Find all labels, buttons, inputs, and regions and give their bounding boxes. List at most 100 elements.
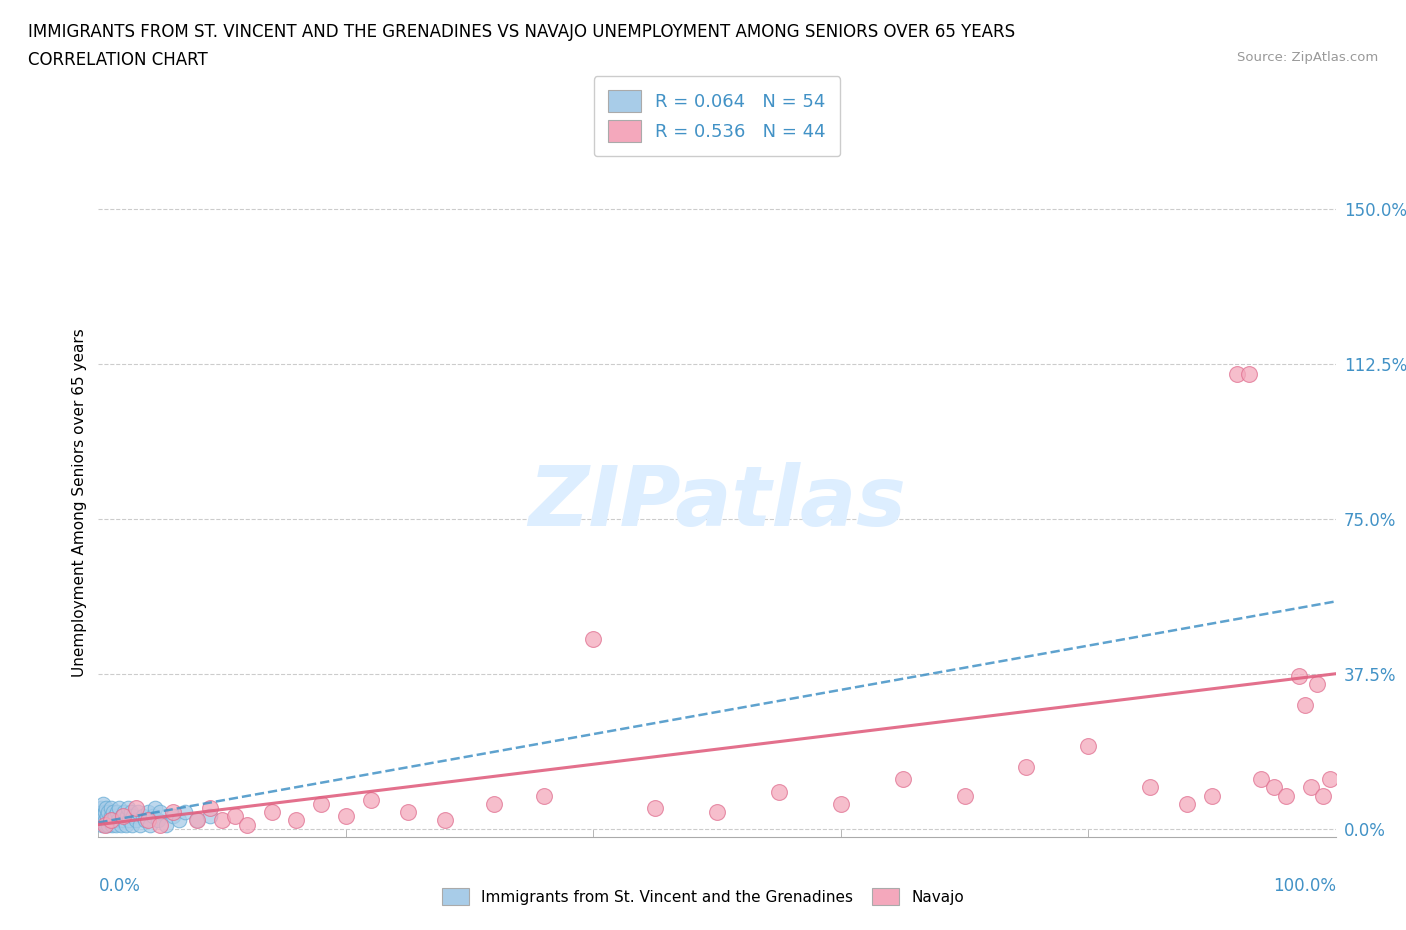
Point <box>118 813 141 828</box>
Point <box>97 817 120 832</box>
Point <box>94 817 117 832</box>
Point <box>149 804 172 819</box>
Point <box>129 817 152 832</box>
Point <box>211 813 233 828</box>
Point <box>136 804 159 819</box>
Point <box>285 813 308 828</box>
Legend: R = 0.064   N = 54, R = 0.536   N = 44: R = 0.064 N = 54, R = 0.536 N = 44 <box>593 76 841 156</box>
Point <box>122 809 145 824</box>
Point <box>91 817 114 832</box>
Point <box>1237 366 1260 381</box>
Point <box>1294 698 1316 712</box>
Point <box>103 809 125 824</box>
Point <box>114 817 136 832</box>
Point <box>124 813 146 828</box>
Point <box>309 796 332 811</box>
Point <box>644 801 666 816</box>
Point <box>198 801 221 816</box>
Point <box>117 801 139 816</box>
Point <box>186 813 208 828</box>
Point <box>132 809 155 824</box>
Point <box>891 772 914 787</box>
Point <box>224 809 246 824</box>
Point <box>90 801 112 816</box>
Point <box>167 813 190 828</box>
Point <box>112 809 135 824</box>
Point <box>1263 780 1285 795</box>
Point <box>93 796 115 811</box>
Point <box>121 817 143 832</box>
Point <box>89 809 111 824</box>
Point <box>93 809 115 824</box>
Point <box>97 804 120 819</box>
Point <box>582 631 605 646</box>
Point <box>1015 759 1038 774</box>
Point <box>90 813 112 828</box>
Point <box>1312 789 1334 804</box>
Point <box>1299 780 1322 795</box>
Point <box>149 817 172 832</box>
Point <box>155 817 177 832</box>
Point <box>260 804 283 819</box>
Point <box>1275 789 1298 804</box>
Text: Source: ZipAtlas.com: Source: ZipAtlas.com <box>1237 51 1378 64</box>
Text: 100.0%: 100.0% <box>1272 877 1336 896</box>
Text: IMMIGRANTS FROM ST. VINCENT AND THE GRENADINES VS NAVAJO UNEMPLOYMENT AMONG SENI: IMMIGRANTS FROM ST. VINCENT AND THE GREN… <box>28 23 1015 41</box>
Point <box>134 813 156 828</box>
Point <box>100 809 122 824</box>
Point <box>236 817 259 832</box>
Point <box>104 817 127 832</box>
Point <box>100 813 122 828</box>
Point <box>93 817 115 832</box>
Point <box>111 809 134 824</box>
Legend: Immigrants from St. Vincent and the Grenadines, Navajo: Immigrants from St. Vincent and the Gren… <box>434 880 972 913</box>
Point <box>96 813 118 828</box>
Point <box>484 796 506 811</box>
Point <box>105 804 128 819</box>
Point <box>100 801 122 816</box>
Point <box>433 813 456 828</box>
Point <box>1319 772 1341 787</box>
Point <box>103 813 125 828</box>
Point <box>162 809 184 824</box>
Point <box>107 813 129 828</box>
Point <box>110 817 132 832</box>
Point <box>1077 738 1099 753</box>
Point <box>396 804 419 819</box>
Point <box>143 801 166 816</box>
Point <box>768 784 790 799</box>
Point <box>112 813 135 828</box>
Point <box>360 792 382 807</box>
Point <box>335 809 357 824</box>
Point <box>108 801 131 816</box>
Point <box>120 804 142 819</box>
Point <box>139 817 162 832</box>
Point <box>93 804 115 819</box>
Point <box>1306 677 1329 692</box>
Point <box>96 809 118 824</box>
Text: CORRELATION CHART: CORRELATION CHART <box>28 51 208 69</box>
Point <box>1250 772 1272 787</box>
Point <box>1201 789 1223 804</box>
Point <box>198 809 221 824</box>
Point <box>115 809 138 824</box>
Point <box>830 796 852 811</box>
Point <box>136 813 159 828</box>
Point <box>91 804 114 819</box>
Point <box>124 801 146 816</box>
Point <box>1139 780 1161 795</box>
Point <box>533 789 555 804</box>
Point <box>94 801 117 816</box>
Point <box>186 813 208 828</box>
Point <box>174 804 197 819</box>
Point <box>1288 669 1310 684</box>
Text: 0.0%: 0.0% <box>98 877 141 896</box>
Point <box>162 804 184 819</box>
Point <box>1175 796 1198 811</box>
Y-axis label: Unemployment Among Seniors over 65 years: Unemployment Among Seniors over 65 years <box>72 328 87 677</box>
Point <box>142 809 165 824</box>
Point <box>1226 366 1249 381</box>
Point <box>101 817 124 832</box>
Point <box>103 804 125 819</box>
Point <box>127 804 149 819</box>
